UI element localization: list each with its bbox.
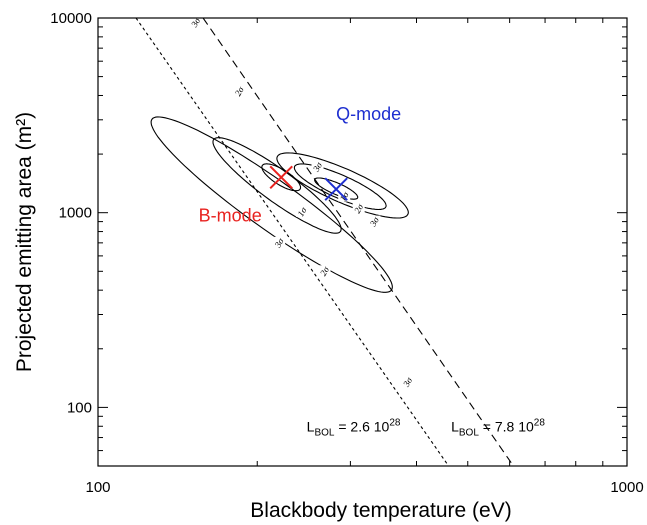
contour-label-bg <box>311 160 324 172</box>
contour-label-bg <box>352 202 365 214</box>
best-fit-markers: B-mode Q-mode <box>199 104 402 226</box>
contour-label-bg <box>295 205 308 217</box>
luminosity-label-1: LBOL = 2.6 1028 <box>307 418 401 439</box>
x-axis-title: Blackbody temperature (eV) <box>250 499 511 522</box>
contour-b-mode-1σ <box>261 163 302 192</box>
contour-label-bg <box>368 215 381 227</box>
contour-b-mode-3σ <box>150 116 393 293</box>
luminosity-label-2: LBOL = 7.8 1028 <box>451 418 545 439</box>
contour-labels: LBOL = 2.6 1028 LBOL = 7.8 10281σ2σ2σ3σ3σ… <box>189 15 546 438</box>
contour-label-bg <box>273 236 286 248</box>
y-tick-label: 100 <box>67 399 92 416</box>
contour-q-mode-3σ <box>276 152 409 219</box>
y-tick-label: 1000 <box>59 205 92 222</box>
y-axis-title: Projected emitting area (m²) <box>13 112 36 372</box>
y-tick-label: 10000 <box>50 10 92 27</box>
luminosity-line-2 <box>202 18 514 466</box>
contour-label-bg <box>189 16 202 28</box>
x-tick-label: 100 <box>85 479 110 496</box>
contour-label-bg <box>233 85 246 97</box>
axes: 100 1000 100 1000 10000 <box>50 10 643 496</box>
contours <box>150 116 409 293</box>
luminosity-line-1 <box>135 18 450 466</box>
mode-label-q-mode: Q-mode <box>336 104 401 124</box>
contour-q-mode-2σ <box>293 163 387 211</box>
best-fit-marker-q-mode <box>324 177 348 201</box>
x-tick-label: 1000 <box>610 479 643 496</box>
mode-label-b-mode: B-mode <box>199 206 262 226</box>
contour-b-mode-2σ <box>212 137 342 234</box>
contour-label-bg <box>401 376 414 388</box>
plot-frame <box>97 17 628 467</box>
contour-label-bg <box>318 265 331 277</box>
best-fit-marker-b-mode <box>269 165 293 189</box>
luminosity-lines <box>135 18 514 466</box>
